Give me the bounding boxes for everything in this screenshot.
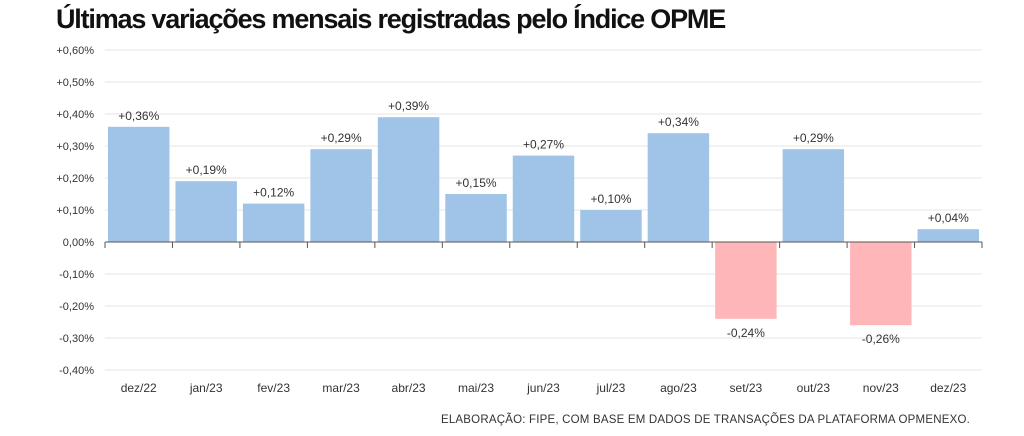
y-tick-label: -0,40% (59, 365, 94, 377)
x-tick-label: jul/23 (596, 381, 626, 395)
data-label: +0,29% (321, 131, 362, 145)
bar (377, 117, 440, 242)
x-tick-label: fev/23 (257, 381, 290, 395)
data-labels: +0,36% +0,19% +0,12% +0,29% +0,39% +0,15% +0,2… (118, 99, 969, 346)
bar (715, 242, 777, 319)
zero-axis (104, 241, 983, 248)
x-axis-ticks: dez/22 jan/23 fev/23 mar/23 abr/23 mai/23 jun/… (121, 381, 967, 395)
bar (850, 242, 912, 326)
x-tick-label: ago/23 (660, 381, 697, 395)
bar (580, 210, 642, 242)
data-label: +0,10% (590, 192, 631, 206)
data-label: +0,34% (658, 115, 699, 129)
x-tick-label: dez/23 (930, 381, 966, 395)
bar (917, 229, 979, 242)
x-tick-label: dez/22 (121, 381, 157, 395)
bars (108, 117, 979, 326)
data-label: +0,15% (456, 176, 497, 190)
bar (647, 133, 710, 242)
bar (242, 203, 305, 242)
data-label: +0,19% (186, 163, 227, 177)
bar (310, 149, 372, 242)
y-tick-label: +0,10% (56, 205, 94, 217)
y-tick-label: +0,30% (56, 141, 94, 153)
y-tick-label: -0,10% (59, 269, 94, 281)
y-tick-label: +0,60% (56, 45, 94, 57)
chart-title: Últimas variações mensais registradas pe… (56, 4, 726, 34)
y-tick-label: +0,50% (56, 77, 94, 89)
x-tick-label: mar/23 (322, 381, 360, 395)
x-tick-label: abr/23 (392, 381, 426, 395)
y-tick-label: +0,20% (56, 173, 94, 185)
data-label: +0,04% (928, 211, 969, 225)
y-tick-label: -0,30% (59, 333, 94, 345)
x-tick-label: out/23 (797, 381, 831, 395)
data-label: -0,26% (862, 332, 900, 346)
x-tick-label: jan/23 (189, 381, 223, 395)
bar (108, 126, 170, 242)
bar (175, 181, 237, 242)
y-tick-label: +0,40% (56, 109, 94, 121)
source-note: ELABORAÇÃO: FIPE, COM BASE EM DADOS DE T… (440, 414, 970, 426)
x-tick-label: jun/23 (526, 381, 560, 395)
y-axis-ticks: +0,60% +0,50% +0,40% +0,30% +0,20% +0,10% 0,00… (56, 45, 94, 377)
x-tick-label: mai/23 (458, 381, 494, 395)
bar (782, 149, 845, 242)
data-label: +0,12% (253, 186, 294, 200)
data-label: +0,39% (388, 99, 429, 113)
x-tick-label: set/23 (730, 381, 763, 395)
data-label: -0,24% (727, 326, 765, 340)
y-tick-label: 0,00% (63, 237, 94, 249)
bar (512, 155, 575, 242)
data-label: +0,27% (523, 138, 564, 152)
data-label: +0,36% (118, 109, 159, 123)
data-label: +0,29% (793, 131, 834, 145)
y-tick-label: -0,20% (59, 301, 94, 313)
x-tick-label: nov/23 (863, 381, 899, 395)
bar (445, 194, 507, 242)
